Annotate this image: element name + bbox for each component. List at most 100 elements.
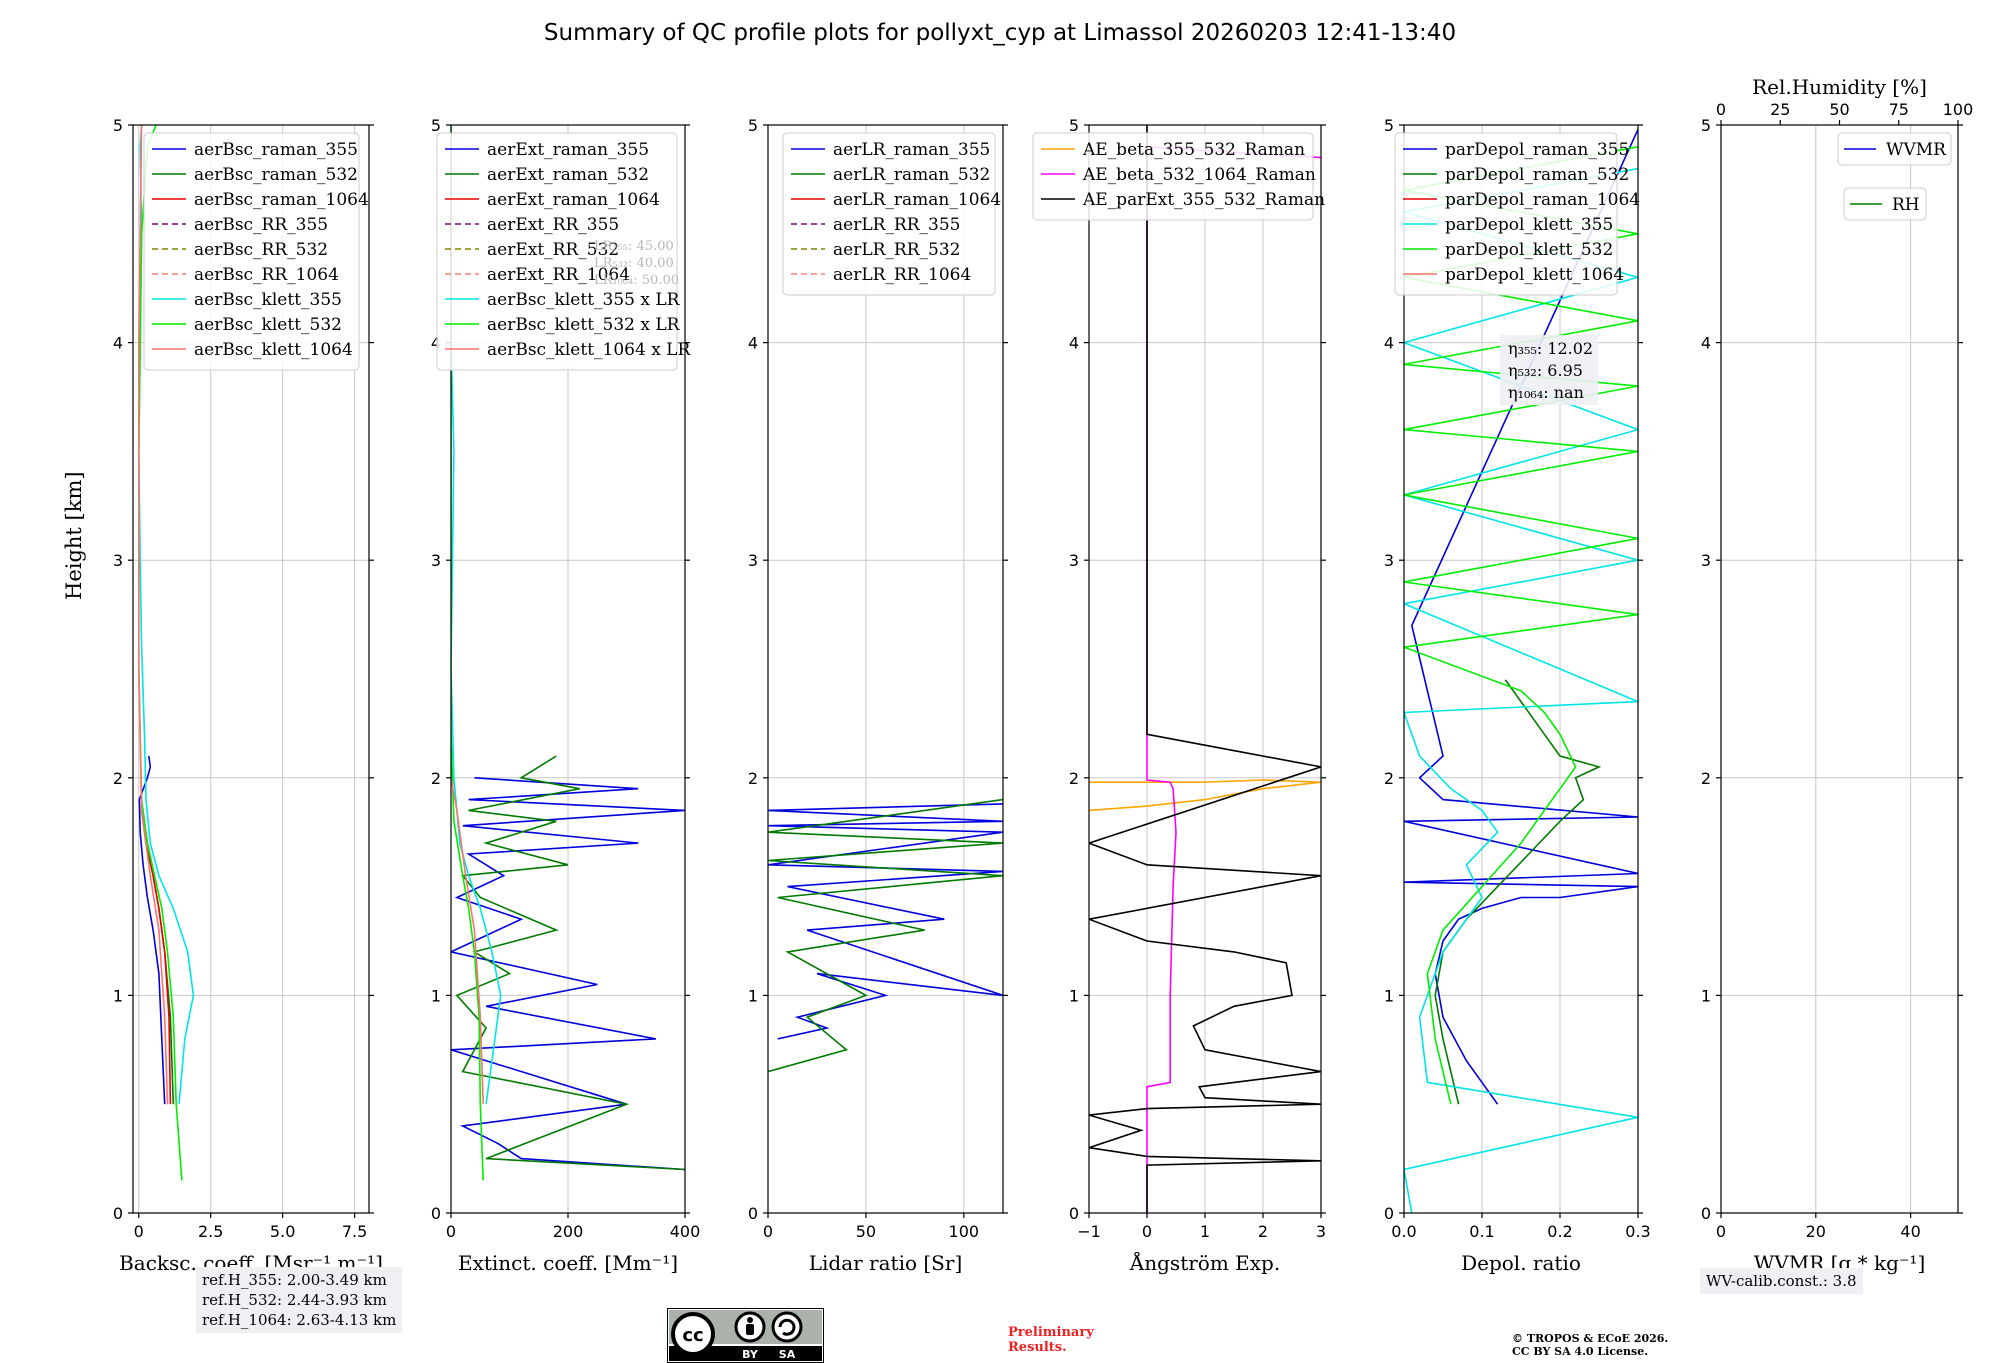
legend-label: aerBsc_klett_355	[194, 290, 342, 310]
x-tick-label: 3	[1316, 1222, 1326, 1241]
series-line-aerBsc_klett_1064	[138, 125, 169, 1105]
legend-box	[1837, 132, 1952, 166]
sa-label: SA	[779, 1348, 796, 1361]
copyright-line-2: CC BY SA 4.0 License.	[1512, 1345, 1649, 1358]
y-tick-label: 0	[1701, 1204, 1711, 1223]
series-line-parDepol_klett_532	[1404, 146, 1638, 1105]
eta-annotation: η₅₃₂: 6.95	[1508, 361, 1583, 380]
ref-height-1064: ref.H_1064: 2.63-4.13 km	[202, 1311, 397, 1329]
lr-annotation: LR₁₀₆₄: 50.00	[594, 273, 679, 288]
legend-label: aerBsc_klett_1064 x LR	[487, 340, 691, 360]
x2-axis-label: Rel.Humidity [%]	[1752, 75, 1927, 99]
x-tick-label: −1	[1077, 1222, 1101, 1241]
legend-box	[1843, 187, 1927, 221]
y-tick-label: 3	[1384, 551, 1394, 570]
y-tick-label: 1	[113, 986, 123, 1005]
legend-box	[1394, 132, 1618, 296]
legend-label: aerExt_raman_532	[487, 165, 649, 185]
eta-box	[1500, 335, 1598, 405]
x-tick-label: 0	[1716, 1222, 1726, 1241]
series-line-aerLR_raman_355	[768, 803, 1003, 1040]
y-tick-label: 0	[431, 1204, 441, 1223]
axes-frame	[132, 124, 370, 1214]
y-tick-label: 1	[1069, 986, 1079, 1005]
series-line-aerExt_raman_355	[451, 777, 685, 1171]
cc-icon	[671, 1312, 715, 1356]
legend-label: parDepol_raman_532	[1445, 165, 1629, 185]
legend-label: parDepol_klett_1064	[1445, 265, 1624, 285]
y-tick-label: 1	[748, 986, 758, 1005]
series-line-AE_parExt_355_532_Raman	[1089, 125, 1321, 1213]
copyright-line-1: © TROPOS & ECoE 2026.	[1512, 1332, 1669, 1345]
x-axis-label: Ångström Exp.	[1129, 1250, 1280, 1275]
x-tick-label: 40	[1900, 1222, 1920, 1241]
legend-label: aerBsc_klett_532 x LR	[487, 315, 681, 335]
y-tick-label: 4	[1384, 334, 1394, 353]
legend-label: RH	[1892, 195, 1920, 215]
series-line-aerLR_raman_532	[768, 798, 1003, 1073]
preliminary-line-2: Results.	[1008, 1340, 1067, 1355]
series-line-aerBsc_klett_532 x LR	[451, 125, 484, 1181]
ref-height-355: ref.H_355: 2.00-3.49 km	[202, 1271, 387, 1289]
legend-label: aerExt_RR_355	[487, 215, 619, 235]
x2-tick-label: 25	[1770, 100, 1790, 119]
legend-label: aerExt_RR_1064	[487, 265, 630, 285]
y-tick-label: 2	[113, 769, 123, 788]
y-tick-label: 1	[1701, 986, 1711, 1005]
x-tick-label: 5.0	[270, 1222, 295, 1241]
legend-label: aerLR_RR_1064	[833, 265, 971, 285]
eta-annotation: η₁₀₆₄: nan	[1508, 383, 1584, 402]
eta-annotation: η₃₅₅: 12.02	[1508, 339, 1593, 358]
y-tick-label: 3	[431, 551, 441, 570]
x-tick-label: 1	[1200, 1222, 1210, 1241]
y-tick-label: 3	[748, 551, 758, 570]
legend-label: aerLR_raman_355	[833, 140, 990, 160]
legend-label: AE_parExt_355_532_Raman	[1082, 190, 1325, 210]
x-tick-label: 2	[1258, 1222, 1268, 1241]
y-tick-label: 2	[1069, 769, 1079, 788]
x-tick-label: 2.5	[198, 1222, 223, 1241]
x-axis-label: Lidar ratio [Sr]	[809, 1251, 963, 1275]
y-tick-label: 2	[1701, 769, 1711, 788]
legend-label: aerLR_RR_532	[833, 240, 960, 260]
x-tick-label: 0	[1142, 1222, 1152, 1241]
x-axis-label: Extinct. coeff. [Mm⁻¹]	[458, 1251, 678, 1275]
cc-icon-text: cc	[682, 1325, 703, 1346]
preliminary-note: Preliminary Results.	[1008, 1325, 1094, 1355]
y-tick-label: 5	[1384, 116, 1394, 135]
legend-label: aerExt_raman_1064	[487, 190, 660, 210]
legend-label: aerExt_raman_355	[487, 140, 649, 160]
legend-label: AE_beta_355_532_Raman	[1082, 140, 1305, 160]
y-tick-label: 3	[1701, 551, 1711, 570]
series-line-parDepol_raman_532	[1434, 679, 1602, 1105]
axes-frame	[767, 124, 1004, 1214]
x2-tick-label: 75	[1889, 100, 1909, 119]
x-tick-label: 0.0	[1391, 1222, 1416, 1241]
y-tick-label: 2	[431, 769, 441, 788]
y-tick-label: 5	[1701, 116, 1711, 135]
wv-calib-box: WV-calib.const.: 3.8	[1700, 1268, 1863, 1294]
legend-label: aerExt_RR_532	[487, 240, 619, 260]
y-tick-label: 2	[748, 769, 758, 788]
figure-title: Summary of QC profile plots for pollyxt_…	[543, 20, 1457, 46]
series-line-aerBsc_raman_355	[138, 755, 166, 1105]
legend-label: WVMR	[1886, 140, 1947, 160]
x2-tick-label: 100	[1943, 100, 1974, 119]
y-tick-label: 0	[1069, 1204, 1079, 1223]
legend-box	[782, 132, 996, 296]
y-axis-label: Height [km]	[62, 471, 86, 600]
legend-label: parDepol_klett_532	[1445, 240, 1613, 260]
y-tick-label: 0	[113, 1204, 123, 1223]
y-tick-label: 4	[748, 334, 758, 353]
legend-label: aerBsc_RR_532	[194, 240, 328, 260]
cc-license-badge: cc BY SA	[667, 1308, 824, 1363]
lr-annotation: LR₅₃₂: 40.00	[594, 256, 674, 271]
preliminary-line-1: Preliminary	[1008, 1325, 1094, 1340]
y-tick-label: 5	[431, 116, 441, 135]
axes-frame	[1403, 124, 1639, 1214]
legend-label: AE_beta_532_1064_Raman	[1082, 165, 1316, 185]
copyright-note: © TROPOS & ECoE 2026. CC BY SA 4.0 Licen…	[1512, 1332, 1668, 1358]
legend-label: aerBsc_klett_532	[194, 315, 342, 335]
y-tick-label: 3	[113, 551, 123, 570]
y-tick-label: 0	[748, 1204, 758, 1223]
